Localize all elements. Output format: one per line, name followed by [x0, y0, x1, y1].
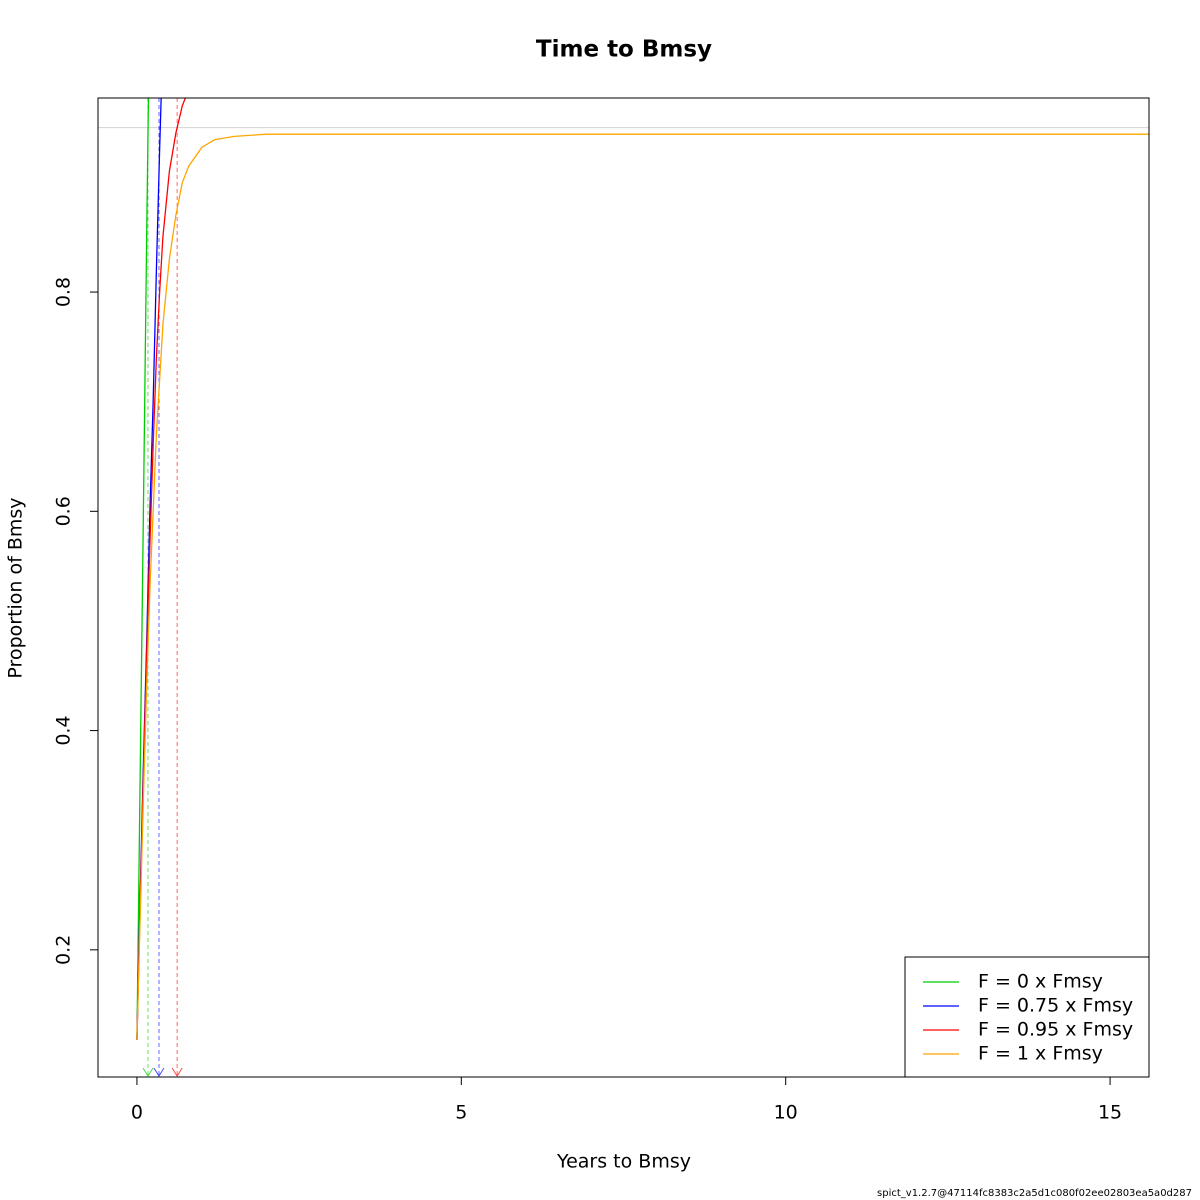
legend-label: F = 0.95 x Fmsy — [978, 1019, 1133, 1041]
y-tick-label: 0.8 — [53, 277, 75, 307]
time-arrow — [171, 1067, 183, 1077]
plot-area — [98, 98, 1149, 1077]
legend-box — [904, 956, 1150, 1078]
x-tick-label: 5 — [455, 1102, 467, 1124]
legend-label: F = 0 x Fmsy — [978, 971, 1103, 993]
x-tick-label: 15 — [1098, 1102, 1122, 1124]
footnote: spict_v1.2.7@47114fc8383c2a5d1c080f02ee0… — [877, 1188, 1192, 1199]
y-tick-label: 0.4 — [53, 715, 75, 745]
time-arrow — [153, 1067, 165, 1077]
y-tick-label: 0.2 — [53, 935, 75, 965]
x-tick-label: 10 — [774, 1102, 798, 1124]
legend-label: F = 0.75 x Fmsy — [978, 995, 1133, 1017]
x-axis-label: Years to Bmsy — [556, 1151, 691, 1173]
x-tick-label: 0 — [131, 1102, 143, 1124]
legend-label: F = 1 x Fmsy — [978, 1043, 1103, 1065]
y-tick-label: 0.6 — [53, 496, 75, 526]
plot-frame — [97, 97, 1150, 1078]
series-line — [136, 133, 1149, 1040]
series-line — [136, 98, 187, 1040]
chart-title: Time to Bmsy — [536, 37, 712, 63]
y-axis-label: Proportion of Bmsy — [5, 497, 27, 678]
series-line — [136, 98, 150, 1040]
time-arrow — [142, 1067, 154, 1077]
